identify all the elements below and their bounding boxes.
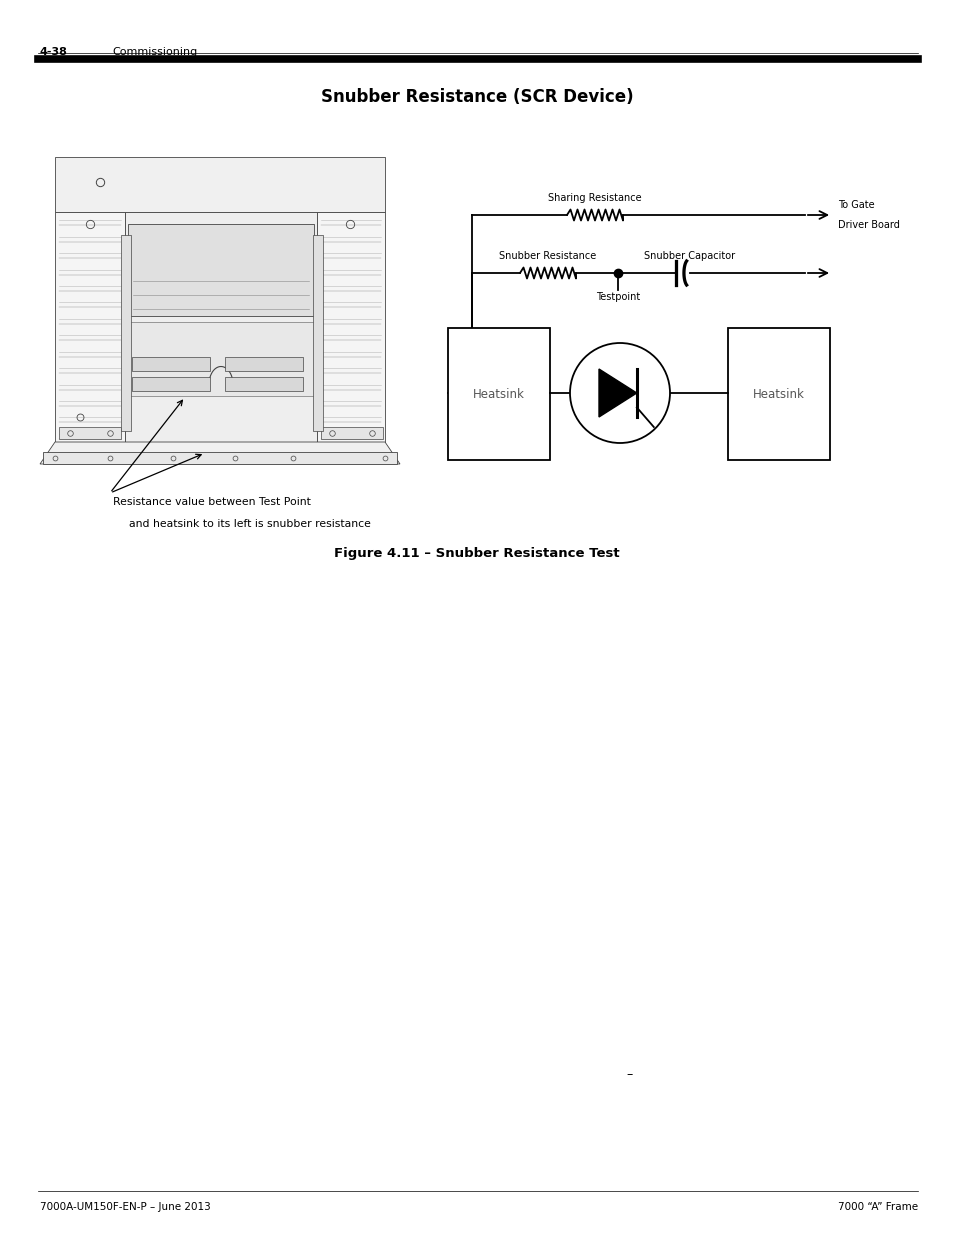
Bar xyxy=(132,357,210,372)
Text: 4-38: 4-38 xyxy=(40,47,68,57)
Bar xyxy=(125,212,316,442)
Bar xyxy=(225,378,303,391)
Text: 7000 “A” Frame: 7000 “A” Frame xyxy=(837,1202,917,1212)
Bar xyxy=(320,427,382,438)
Bar xyxy=(727,329,829,459)
Text: 7000A-UM150F-EN-P – June 2013: 7000A-UM150F-EN-P – June 2013 xyxy=(40,1202,211,1212)
Text: Snubber Resistance (SCR Device): Snubber Resistance (SCR Device) xyxy=(320,88,633,106)
Text: Heatsink: Heatsink xyxy=(473,388,524,400)
Bar xyxy=(128,322,314,396)
Text: To Gate: To Gate xyxy=(837,200,874,210)
Bar xyxy=(316,212,385,442)
Text: Testpoint: Testpoint xyxy=(596,291,639,303)
Polygon shape xyxy=(40,442,399,464)
Bar xyxy=(55,212,125,442)
Text: –: – xyxy=(626,1068,633,1082)
Text: Snubber Resistance: Snubber Resistance xyxy=(498,251,596,261)
Bar xyxy=(225,357,303,372)
Text: and heatsink to its left is snubber resistance: and heatsink to its left is snubber resi… xyxy=(129,519,371,529)
Text: Sharing Resistance: Sharing Resistance xyxy=(548,193,641,203)
Bar xyxy=(55,157,385,212)
Bar xyxy=(313,235,323,431)
Text: Figure 4.11 – Snubber Resistance Test: Figure 4.11 – Snubber Resistance Test xyxy=(334,547,619,559)
Text: Heatsink: Heatsink xyxy=(752,388,804,400)
Bar xyxy=(128,224,314,315)
Circle shape xyxy=(569,343,669,443)
Text: Commissioning: Commissioning xyxy=(112,47,197,57)
Bar xyxy=(43,452,396,464)
Bar xyxy=(59,427,121,438)
Bar xyxy=(448,329,550,459)
Polygon shape xyxy=(598,369,637,417)
Bar xyxy=(132,378,210,391)
Text: Snubber Capacitor: Snubber Capacitor xyxy=(644,251,735,261)
Text: Resistance value between Test Point: Resistance value between Test Point xyxy=(112,496,311,508)
Bar xyxy=(121,235,131,431)
Text: Driver Board: Driver Board xyxy=(837,220,899,230)
